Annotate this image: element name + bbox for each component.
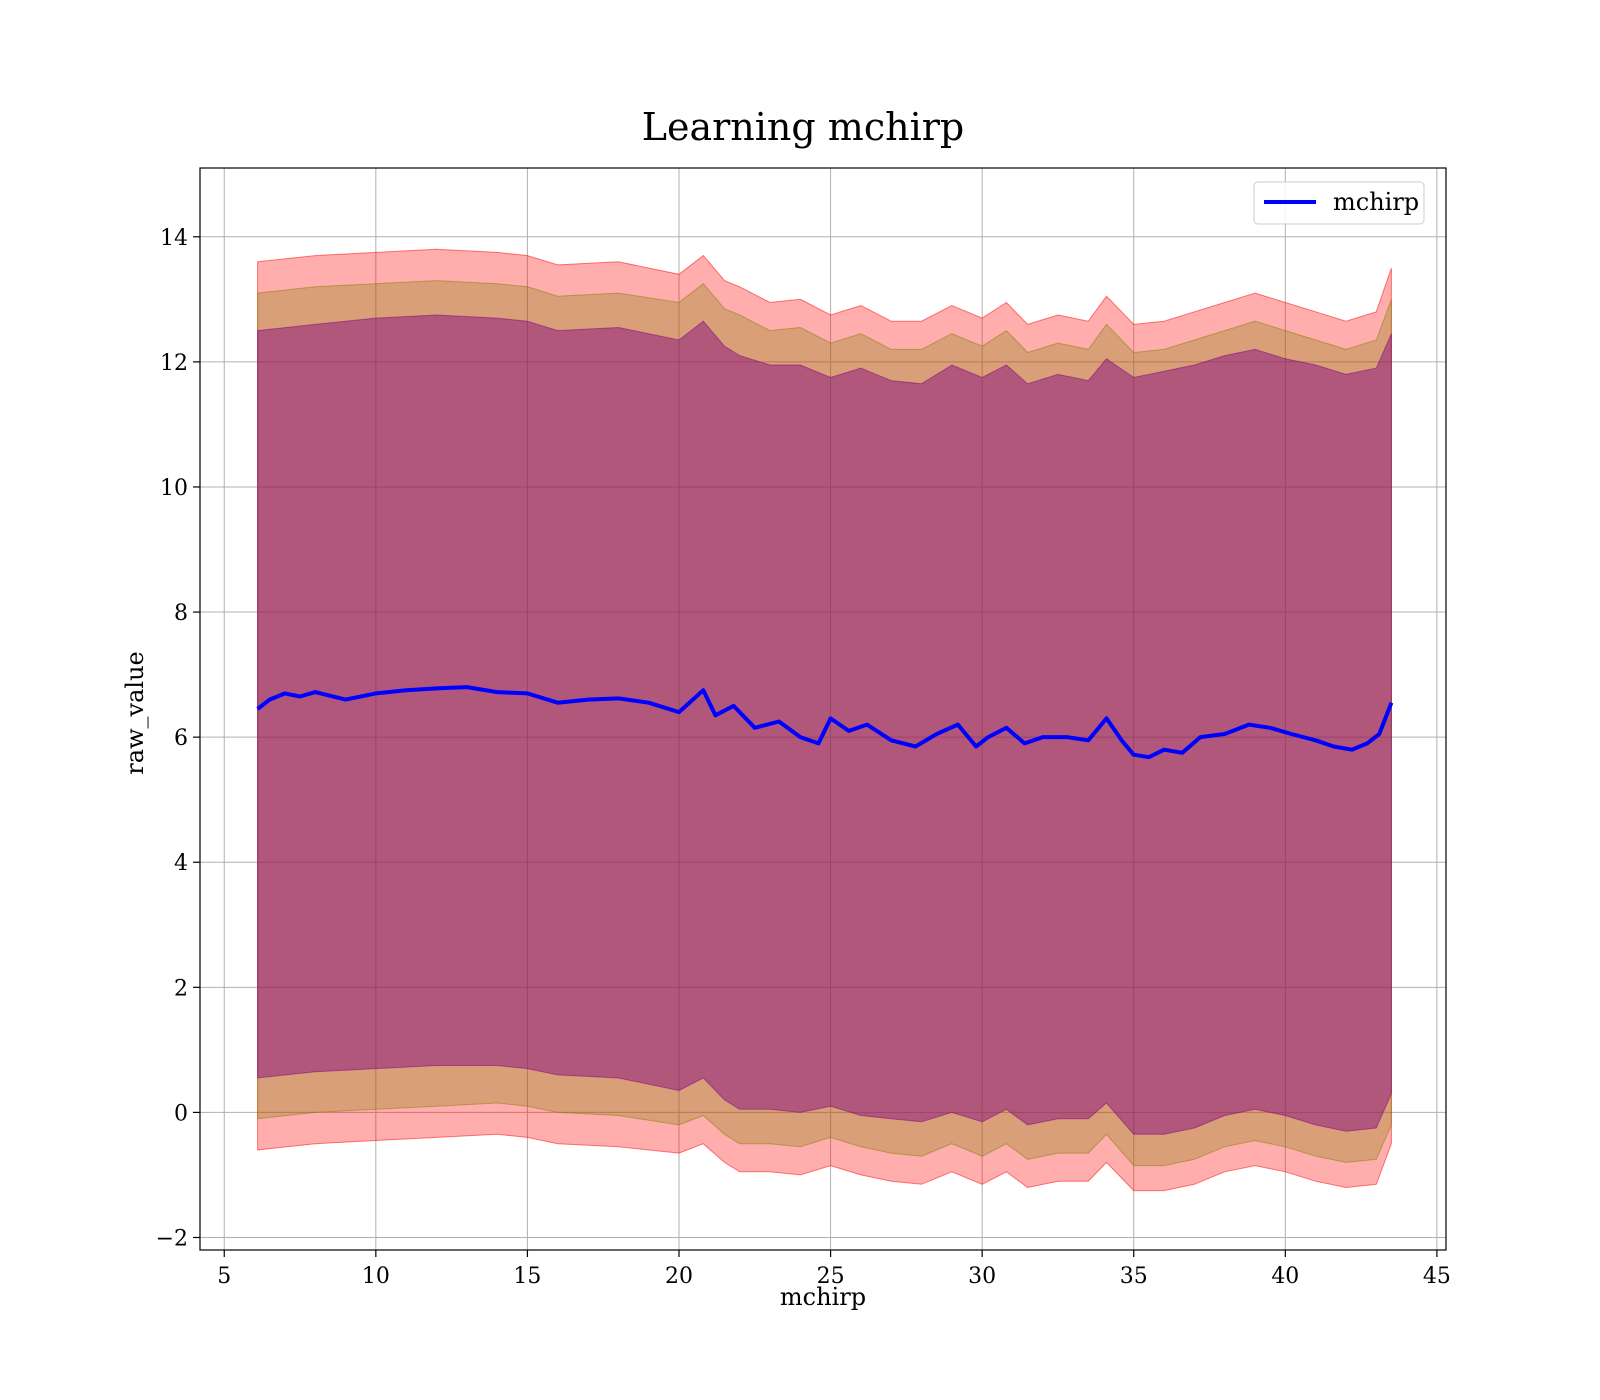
y-tick-label-4: 6 [174, 726, 188, 751]
band-inner [257, 314, 1392, 1135]
series-lines [256, 685, 1394, 760]
legend-box [1253, 181, 1425, 225]
x-tick-label-6: 35 [1120, 1264, 1148, 1289]
x-tick-label-4: 25 [817, 1264, 845, 1289]
x-tick-label-0: 5 [217, 1264, 231, 1289]
y-axis-label: raw_value [121, 651, 149, 775]
x-tick-label-7: 40 [1271, 1264, 1299, 1289]
x-tick-label-2: 15 [513, 1264, 541, 1289]
y-tick-label-1: 0 [174, 1101, 188, 1126]
x-tick-label-1: 10 [362, 1264, 390, 1289]
band-middle [257, 280, 1392, 1167]
series-line-mchirp [256, 685, 1394, 760]
legend: mchirp [1253, 181, 1425, 225]
y-tick-label-7: 12 [160, 351, 188, 376]
y-tick-label-0: −2 [156, 1226, 188, 1251]
y-tick-label-8: 14 [160, 226, 188, 251]
x-tick-label-3: 20 [665, 1264, 693, 1289]
confidence-bands [257, 248, 1392, 1192]
x-tick-label-5: 30 [968, 1264, 996, 1289]
chart-title: Learning mchirp [642, 105, 964, 149]
x-axis-ticks: 5 10 15 20 25 30 35 40 45 [217, 1250, 1451, 1289]
y-tick-label-2: 2 [174, 976, 188, 1001]
x-tick-label-8: 45 [1423, 1264, 1451, 1289]
y-tick-label-3: 4 [174, 851, 188, 876]
plot-frame [199, 167, 1447, 1251]
legend-label-mchirp: mchirp [1333, 188, 1419, 216]
y-axis-ticks: −2 0 2 4 6 8 10 12 14 [156, 226, 200, 1251]
band-outer [257, 248, 1392, 1192]
x-axis-label: mchirp [780, 1283, 866, 1311]
y-tick-label-6: 10 [160, 476, 188, 501]
y-tick-label-5: 8 [174, 601, 188, 626]
